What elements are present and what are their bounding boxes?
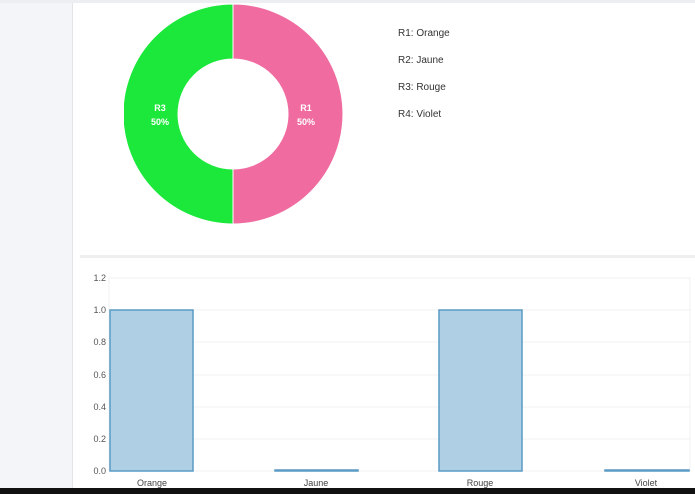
chart-legend: R1: Orange R2: Jaune R3: Rouge R4: Viole… — [398, 27, 450, 135]
y-tick-6: 1.2 — [93, 273, 106, 283]
bar-jaune[interactable] — [274, 469, 359, 472]
y-tick-5: 1.0 — [93, 305, 106, 315]
pie-label-r3-key: R3 — [154, 103, 166, 113]
bar-orange[interactable] — [109, 309, 194, 472]
y-tick-1: 0.2 — [93, 434, 106, 444]
top-border — [0, 0, 695, 3]
x-label-violet: Violet — [635, 478, 658, 488]
bar-rouge[interactable] — [438, 309, 523, 472]
bar-violet[interactable] — [604, 469, 690, 472]
pie-label-r1-key: R1 — [300, 103, 312, 113]
bars — [109, 309, 690, 472]
x-axis-labels: Orange Jaune Rouge Violet — [137, 478, 658, 488]
pie-slice-r3[interactable] — [124, 4, 234, 225]
grid-lines — [108, 277, 691, 472]
legend-item-r2[interactable]: R2: Jaune — [398, 55, 444, 66]
legend-item-r3[interactable]: R3: Rouge — [398, 82, 446, 93]
y-axis-ticks: 0.0 0.2 0.4 0.6 0.8 1.0 1.2 — [93, 273, 106, 476]
donut-chart: R1 50% R3 50% — [124, 4, 344, 225]
panel-divider — [80, 255, 695, 258]
donut-chart-panel: R1 50% R3 50% R1: Orange R2: Jaune R3: R… — [74, 3, 695, 255]
main-content: R1 50% R3 50% R1: Orange R2: Jaune R3: R… — [74, 3, 695, 488]
y-tick-4: 0.8 — [93, 337, 106, 347]
sidebar — [0, 3, 73, 488]
x-label-orange: Orange — [137, 478, 167, 488]
pie-slice-r1[interactable] — [232, 4, 344, 225]
x-label-jaune: Jaune — [304, 478, 329, 488]
bar-chart-panel: 0.0 0.2 0.4 0.6 0.8 1.0 1.2 Orange Jau — [74, 261, 695, 488]
bar-chart: 0.0 0.2 0.4 0.6 0.8 1.0 1.2 Orange Jau — [93, 273, 691, 488]
bottom-bar — [0, 488, 695, 494]
legend-item-r1[interactable]: R1: Orange — [398, 28, 450, 39]
pie-label-r3-percent: 50% — [151, 117, 169, 127]
pie-label-r1-percent: 50% — [297, 117, 315, 127]
y-tick-3: 0.6 — [93, 370, 106, 380]
legend-item-r4[interactable]: R4: Violet — [398, 109, 442, 120]
x-label-rouge: Rouge — [467, 478, 494, 488]
y-tick-0: 0.0 — [93, 466, 106, 476]
y-tick-2: 0.4 — [93, 402, 106, 412]
